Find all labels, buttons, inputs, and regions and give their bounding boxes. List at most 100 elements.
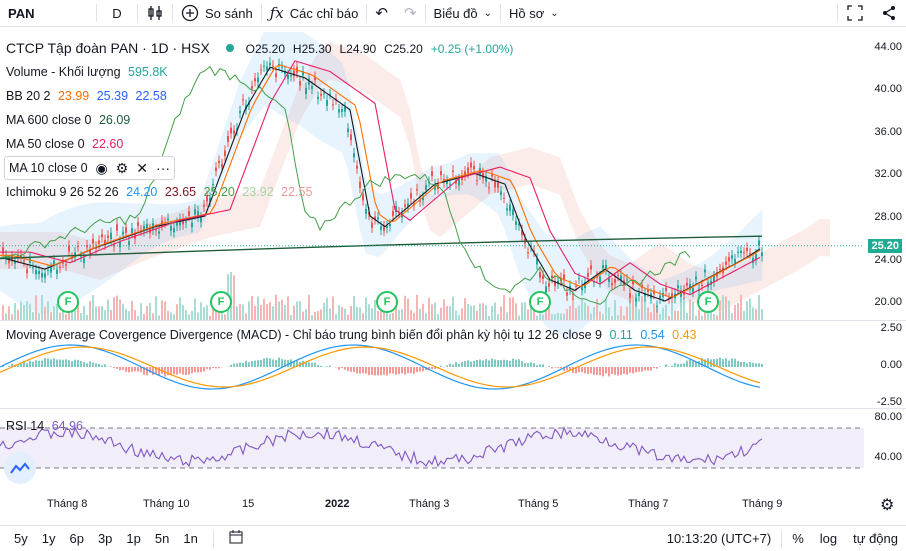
close-icon[interactable]: ✕	[136, 159, 149, 176]
goto-date-icon[interactable]	[228, 529, 244, 548]
candle-body	[263, 65, 265, 67]
range-button[interactable]: 1n	[183, 531, 198, 546]
macd-histogram-bar	[389, 367, 391, 374]
volume-bar	[305, 309, 307, 320]
volume-bar	[167, 310, 169, 320]
candle-body	[353, 153, 355, 158]
chart-type-dropdown[interactable]: Biểu đồ ⌄	[426, 0, 500, 27]
candle-body	[161, 220, 163, 226]
settings-gear-icon[interactable]: ⚙	[880, 497, 895, 514]
volume-bar	[725, 296, 727, 320]
volume-bar	[644, 296, 646, 320]
macd-histogram-bar	[398, 367, 400, 375]
financials-event-badge[interactable]: F	[210, 291, 232, 313]
candle-body	[41, 273, 43, 278]
redo-button[interactable]: ↷	[396, 0, 425, 27]
range-button[interactable]: 5y	[14, 531, 28, 546]
volume-bar	[704, 311, 706, 320]
candle-body	[194, 209, 196, 215]
macd-line	[0, 344, 761, 390]
percent-toggle[interactable]: %	[792, 531, 804, 546]
gear-icon[interactable]: ⚙	[115, 159, 129, 176]
share-button[interactable]	[872, 0, 906, 27]
volume-bar	[329, 308, 331, 320]
macd-histogram-bar	[35, 360, 37, 367]
range-button[interactable]: 5n	[154, 531, 170, 546]
range-button[interactable]: 3p	[97, 531, 113, 546]
indicators-button[interactable]: ƒx Các chỉ báo	[262, 0, 367, 27]
macd-histogram-bar	[203, 367, 205, 372]
indicators-label: Các chỉ báo	[289, 5, 359, 21]
volume-bar	[470, 305, 472, 320]
volume-bar	[515, 303, 517, 320]
compare-button[interactable]: So sánh	[173, 0, 261, 27]
candle-body	[656, 305, 658, 308]
legend-ma10[interactable]: MA 10 close 0 ◉ ⚙ ✕ ···	[4, 156, 176, 180]
candle-body	[599, 276, 601, 283]
macd-histogram-bar	[431, 367, 433, 370]
legend-macd[interactable]: Moving Average Covergence Divergence (MA…	[6, 328, 697, 342]
legend-ma50[interactable]: MA 50 close 0 22.60	[6, 137, 123, 151]
tradingview-logo[interactable]	[4, 452, 36, 484]
volume-bar	[503, 294, 505, 320]
volume-bar	[23, 305, 25, 320]
macd-histogram-bar	[602, 367, 604, 377]
candle-body	[122, 231, 124, 235]
macd-histogram-bar	[422, 367, 424, 372]
chart-canvas[interactable]	[0, 32, 864, 490]
volume-bar	[347, 314, 349, 320]
candle-body	[386, 226, 388, 229]
macd-histogram-bar	[104, 364, 106, 367]
auto-scale-toggle[interactable]: tự động	[853, 531, 898, 546]
volume-bar	[182, 305, 184, 320]
legend-ma600[interactable]: MA 600 close 0 26.09	[6, 113, 130, 127]
candle-body	[458, 179, 460, 186]
legend-volume[interactable]: Volume - Khối lượng 595.8K	[6, 65, 168, 79]
ichimoku-spanA-value: 23.92	[242, 185, 274, 199]
ohlc-close: C25.20	[384, 42, 423, 56]
financials-event-badge[interactable]: F	[529, 291, 551, 313]
profile-dropdown[interactable]: Hồ sơ ⌄	[501, 0, 567, 27]
financials-event-badge[interactable]: F	[57, 291, 79, 313]
volume-bar	[575, 308, 577, 320]
macd-histogram-bar	[26, 363, 28, 367]
macd-histogram-bar	[185, 367, 187, 376]
price-axis[interactable]: 44.00 40.00 36.00 32.00 28.00 24.00 20.0…	[864, 32, 906, 490]
range-button[interactable]: 6p	[69, 531, 84, 546]
log-toggle[interactable]: log	[819, 531, 838, 546]
undo-button[interactable]: ↶	[367, 0, 396, 27]
symbol-search[interactable]: PAN	[0, 0, 96, 27]
financials-event-badge[interactable]: F	[697, 291, 719, 313]
wave-icon	[10, 462, 30, 474]
candle-style-button[interactable]	[138, 0, 172, 27]
range-button[interactable]: 1p	[126, 531, 141, 546]
candle-body	[26, 269, 28, 274]
time-axis[interactable]: Tháng 8 Tháng 10 15 2022 Tháng 3 Tháng 5…	[0, 494, 864, 516]
eye-icon[interactable]: ◉	[95, 159, 108, 176]
range-button[interactable]: 1y	[41, 531, 56, 546]
legend-bb[interactable]: BB 20 2 23.99 25.39 22.58	[6, 89, 167, 103]
candle-body	[740, 250, 742, 254]
candle-body	[110, 232, 112, 239]
candle-body	[326, 100, 328, 106]
macd-histogram-bar	[650, 367, 652, 371]
more-icon[interactable]: ···	[156, 160, 171, 176]
volume-bar	[605, 299, 607, 320]
volume-bar	[695, 315, 697, 320]
macd-histogram-bar	[308, 362, 310, 367]
interval-button[interactable]: D	[97, 0, 137, 27]
fullscreen-button[interactable]	[838, 0, 872, 27]
macd-histogram-bar	[728, 360, 730, 367]
volume-bar	[113, 297, 115, 320]
legend-ichimoku[interactable]: Ichimoku 9 26 52 26 24.20 23.65 25.20 23…	[6, 185, 312, 199]
financials-event-badge[interactable]: F	[376, 291, 398, 313]
macd-histogram-bar	[644, 367, 646, 371]
macd-line-value: 0.54	[640, 328, 665, 342]
clock-timezone[interactable]: 10:13:20 (UTC+7)	[666, 531, 772, 546]
macd-histogram-bar	[407, 367, 409, 374]
legend-rsi[interactable]: RSI 14 64.96	[6, 419, 83, 433]
volume-bar	[50, 312, 52, 320]
volume-bar	[416, 294, 418, 320]
candle-body	[83, 258, 85, 264]
candle-body	[638, 293, 640, 297]
